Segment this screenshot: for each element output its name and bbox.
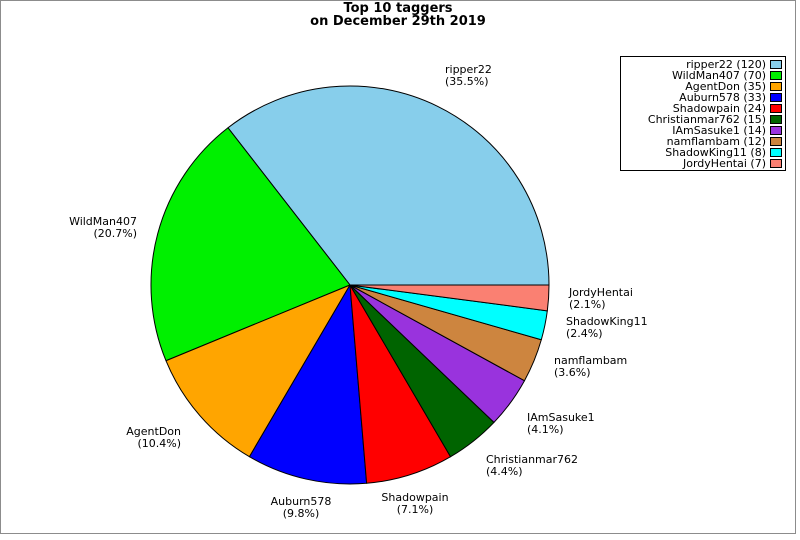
slice-label-namflambam: namflambam (3.6%)	[554, 355, 627, 378]
legend-label: WildMan407 (70)	[671, 69, 766, 82]
pie-slice-WildMan407	[150, 127, 351, 362]
slice-label-name: ripper22	[445, 63, 492, 76]
legend-swatch	[770, 126, 782, 135]
slice-label-shadowpain: Shadowpain (7.1%)	[381, 492, 448, 515]
chart-title-line2: on December 29th 2019	[310, 13, 486, 29]
legend-item: ShadowKing11 (8)	[623, 147, 783, 158]
legend-label: AgentDon (35)	[685, 80, 766, 93]
slice-label-auburn578: Auburn578 (9.8%)	[271, 496, 332, 519]
slice-label-name: IAmSasuke1	[527, 411, 595, 424]
slice-label-pct: (2.4%)	[566, 326, 603, 340]
legend-label: IAmSasuke1 (14)	[672, 124, 766, 137]
pie-slice-JordyHentai	[349, 284, 550, 312]
slice-label-pct: (20.7%)	[93, 226, 137, 240]
legend-swatch	[770, 115, 782, 124]
slice-label-jordyhentai: JordyHentai (2.1%)	[569, 287, 633, 310]
slice-label-ripper22: ripper22 (35.5%)	[445, 64, 492, 87]
slice-label-name: WildMan407	[69, 215, 137, 228]
legend-label: JordyHentai (7)	[683, 157, 766, 170]
legend-label: Shadowpain (24)	[672, 102, 766, 115]
slice-label-pct: (7.1%)	[396, 502, 434, 516]
slice-label-pct: (35.5%)	[445, 74, 489, 88]
legend-swatch	[770, 104, 782, 113]
chart-title: Top 10 taggers on December 29th 2019	[0, 1, 796, 29]
legend-swatch	[770, 137, 782, 146]
chart-title-line1: Top 10 taggers	[343, 1, 453, 16]
slice-label-name: Auburn578	[270, 495, 332, 508]
legend-swatch	[770, 148, 782, 157]
legend-item: JordyHentai (7)	[623, 158, 783, 169]
slice-label-pct: (3.6%)	[554, 365, 591, 379]
slice-label-wildman407: WildMan407 (20.7%)	[69, 216, 137, 239]
slice-label-pct: (4.4%)	[486, 464, 523, 478]
slice-label-name: namflambam	[554, 354, 628, 367]
slice-label-name: AgentDon	[126, 425, 181, 438]
legend-label: Christianmar762 (15)	[647, 113, 766, 126]
legend-item: WildMan407 (70)	[623, 70, 783, 81]
slice-label-name: Christianmar762	[486, 453, 579, 466]
legend-swatch	[770, 159, 782, 168]
legend-swatch	[770, 71, 782, 80]
legend-item: Christianmar762 (15)	[623, 114, 783, 125]
slice-label-shadowking11: ShadowKing11 (2.4%)	[566, 316, 648, 339]
legend-item: IAmSasuke1 (14)	[623, 125, 783, 136]
slice-label-name: JordyHentai	[569, 286, 633, 299]
slice-label-pct: (9.8%)	[282, 506, 320, 520]
legend-swatch	[770, 82, 782, 91]
pie-slice-ripper22	[227, 85, 550, 286]
legend-swatch	[770, 60, 782, 69]
slice-label-pct: (4.1%)	[527, 422, 564, 436]
legend-label: Auburn578 (33)	[679, 91, 766, 104]
legend-item: AgentDon (35)	[623, 81, 783, 92]
legend-label: namflambam (12)	[666, 135, 766, 148]
pie-slice-AgentDon	[165, 284, 351, 458]
slice-label-christianmar762: Christianmar762 (4.4%)	[486, 454, 578, 477]
slice-label-pct: (10.4%)	[137, 436, 181, 450]
legend-item: namflambam (12)	[623, 136, 783, 147]
legend-item: ripper22 (120)	[623, 59, 783, 70]
legend-item: Auburn578 (33)	[623, 92, 783, 103]
legend-swatch	[770, 93, 782, 102]
legend: ripper22 (120) WildMan407 (70) AgentDon …	[620, 56, 786, 171]
slice-label-name: Shadowpain	[381, 491, 449, 504]
slice-label-pct: (2.1%)	[569, 297, 606, 311]
legend-item: Shadowpain (24)	[623, 103, 783, 114]
slice-label-iamsasuke1: IAmSasuke1 (4.1%)	[527, 412, 595, 435]
slice-label-agentdon: AgentDon (10.4%)	[126, 426, 181, 449]
pie-slice-Auburn578	[248, 284, 368, 485]
legend-label: ShadowKing11 (8)	[665, 146, 766, 159]
legend-label: ripper22 (120)	[686, 58, 766, 71]
slice-label-name: ShadowKing11	[566, 315, 648, 328]
